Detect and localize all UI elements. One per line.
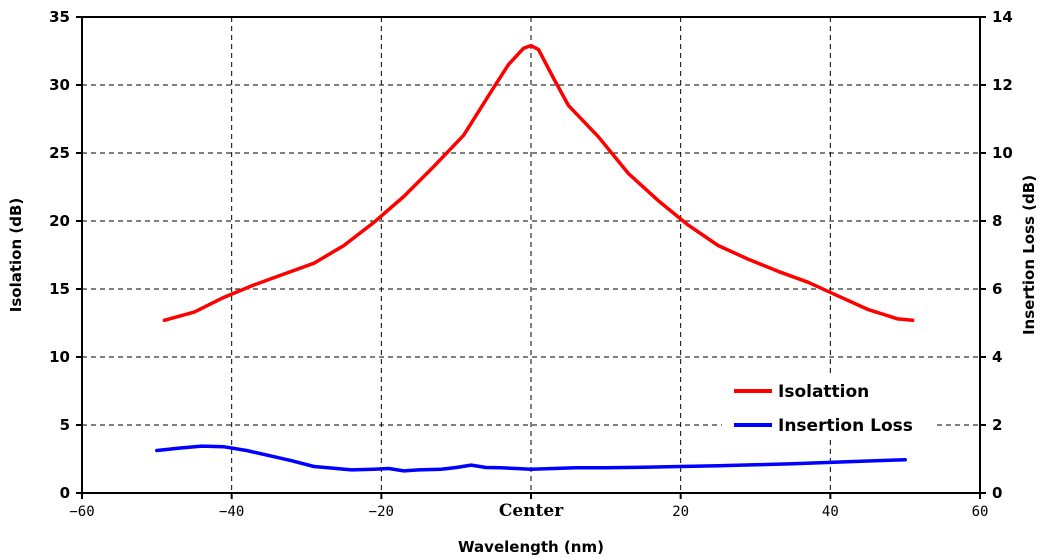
x-tick-label: −20 bbox=[369, 504, 394, 520]
x-axis-title: Wavelength (nm) bbox=[458, 538, 604, 556]
x-tick-label: −40 bbox=[219, 504, 244, 520]
y-right-tick-label: 14 bbox=[992, 8, 1013, 26]
y-left-tick-label: 30 bbox=[49, 76, 70, 94]
x-tick-label: 40 bbox=[822, 504, 839, 520]
y-right-tick-label: 0 bbox=[992, 484, 1002, 502]
y-right-axis-title: Insertion Loss (dB) bbox=[1020, 175, 1038, 335]
legend-label-insertion-loss: Insertion Loss bbox=[778, 416, 913, 436]
y-left-tick-label: 20 bbox=[49, 212, 70, 230]
y-right-tick-label: 12 bbox=[992, 76, 1013, 94]
y-left-tick-label: 35 bbox=[49, 8, 70, 26]
y-left-tick-label: 0 bbox=[60, 484, 70, 502]
y-left-axis-title: Isolation (dB) bbox=[7, 198, 25, 312]
tick-layer: 0 5 10 15 20 25 30 35 0 2 4 6 8 10 12 14 −60 −40 −20 Center… bbox=[49, 8, 1013, 521]
y-left-tick-label: 10 bbox=[49, 348, 70, 366]
y-right-tick-label: 8 bbox=[992, 212, 1002, 230]
y-left-tick-label: 15 bbox=[49, 280, 70, 298]
y-right-tick-label: 2 bbox=[992, 416, 1002, 434]
x-tick-label: −60 bbox=[69, 504, 94, 520]
legend: Isolattion Insertion Loss bbox=[722, 374, 934, 440]
x-tick-label: 20 bbox=[672, 504, 689, 520]
series-layer bbox=[155, 43, 915, 473]
x-tick-label: Center bbox=[499, 501, 564, 521]
legend-background bbox=[722, 374, 934, 440]
y-left-tick-label: 25 bbox=[49, 144, 70, 162]
y-right-tick-label: 10 bbox=[992, 144, 1013, 162]
y-right-tick-label: 6 bbox=[992, 280, 1002, 298]
y-right-tick-label: 4 bbox=[992, 348, 1002, 366]
x-tick-label: 60 bbox=[972, 504, 989, 520]
y-left-tick-label: 5 bbox=[60, 416, 70, 434]
series-line-insertion-loss bbox=[155, 444, 907, 473]
legend-label-isolation: Isolattion bbox=[778, 382, 869, 402]
series-line-isolation bbox=[162, 43, 915, 323]
